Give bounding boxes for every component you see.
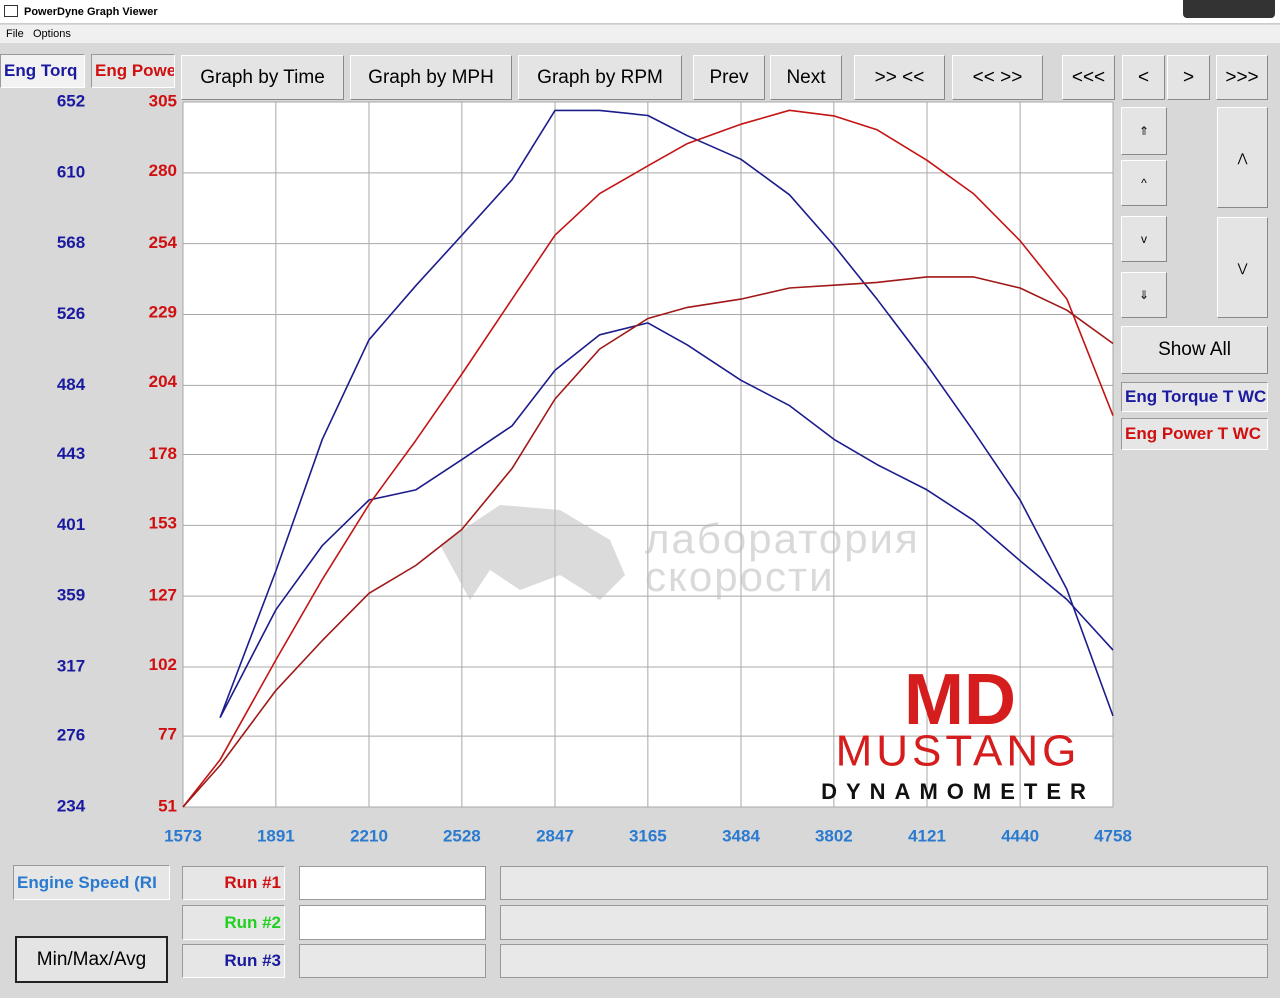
menu-item[interactable]: Options [33,28,71,40]
zoom-button[interactable]: ⋀ [1217,107,1268,208]
toolbar-button[interactable]: < [1122,55,1165,100]
x-tick-label: 2847 [536,826,574,845]
scroll-button[interactable]: ⇑ [1121,107,1167,155]
y-tick-label: 484 [57,375,86,394]
x-tick-label: 1573 [164,826,202,845]
run-label: Run #3 [182,944,285,978]
x-tick-label: 3802 [815,826,853,845]
toolbar-button[interactable]: Graph by Time [181,55,344,100]
x-tick-label: 1891 [257,826,295,845]
window-controls[interactable] [1183,0,1275,18]
y2-tick-label: 77 [158,724,177,743]
x-tick-label: 4758 [1094,826,1132,845]
y-tick-label: 401 [57,515,85,534]
run-file-field [299,944,486,978]
y-tick-label: 359 [57,586,85,605]
logo-mark: MD [904,660,1016,740]
y-tick-label: 317 [57,656,85,675]
run-file-field [299,905,486,940]
title-bar: PowerDyne Graph Viewer [0,0,1280,24]
run-file-field [299,866,486,900]
window-title: PowerDyne Graph Viewer [24,6,158,18]
watermark-text: скорости [645,553,835,600]
run-info-field [500,944,1268,978]
toolbar-button[interactable]: Prev [693,55,765,100]
legend-entry[interactable]: Eng Torque T WC [1121,382,1268,412]
menu-item[interactable]: File [6,28,24,40]
y2-tick-label: 127 [149,586,177,605]
watermark-logo [440,505,625,600]
x-tick-label: 3165 [629,826,667,845]
x-tick-label: 4440 [1001,826,1039,845]
data-line [182,109,1114,808]
zoom-button[interactable]: ⋁ [1217,217,1268,318]
toolbar-button[interactable]: << >> [952,55,1043,100]
min-max-avg-button[interactable]: Min/Max/Avg [15,936,168,983]
scroll-button[interactable]: v [1121,216,1167,262]
run-info-field [500,905,1268,940]
y2-tick-label: 51 [158,796,177,815]
x-tick-label: 2210 [350,826,388,845]
watermark: лаборатория скорости [440,505,920,600]
toolbar-button[interactable]: Graph by RPM [518,55,682,100]
y2-tick-label: 229 [149,302,177,321]
show-all-button[interactable]: Show All [1121,326,1268,374]
y-tick-label: 568 [57,233,85,252]
y2-tick-label: 153 [149,513,177,532]
logo-name: MUSTANG [836,727,1081,776]
x-tick-label: 4121 [908,826,946,845]
tab[interactable]: Eng Torq [0,54,85,88]
data-line [219,109,1114,718]
y2-tick-label: 305 [149,91,177,110]
run-label: Run #1 [182,866,285,900]
y-tick-label: 234 [57,796,86,815]
legend-entry[interactable]: Eng Power T WC [1121,418,1268,450]
y-tick-label: 443 [57,444,85,463]
logo-sub: DYNAMOMETER [821,779,1095,804]
x-tick-label: 3484 [722,826,760,845]
run-label: Run #2 [182,905,285,940]
toolbar-button[interactable]: > [1167,55,1210,100]
y-tick-label: 610 [57,162,85,181]
data-line [182,276,1114,808]
run-info-field [500,866,1268,900]
x-axis-selector[interactable]: Engine Speed (RI [13,865,170,900]
y2-tick-label: 280 [149,161,177,180]
toolbar-button[interactable]: <<< [1062,55,1115,100]
y-tick-label: 276 [57,726,85,745]
data-line [219,322,1114,718]
y2-tick-label: 178 [149,444,177,463]
toolbar-button[interactable]: >> << [854,55,945,100]
toolbar-button[interactable]: Next [770,55,842,100]
y-tick-label: 652 [57,91,85,110]
scroll-button[interactable]: ⇓ [1121,272,1167,318]
toolbar-button[interactable]: >>> [1216,55,1268,100]
watermark-text: лаборатория [645,515,920,562]
y2-tick-label: 204 [149,372,178,391]
toolbar-button[interactable]: Graph by MPH [350,55,512,100]
app-icon [4,5,18,17]
tab[interactable]: Eng Powe [91,54,175,88]
y2-tick-label: 254 [149,233,178,252]
y-tick-label: 526 [57,304,85,323]
y2-tick-label: 102 [149,655,177,674]
x-tick-label: 2528 [443,826,481,845]
menu-bar: File Options [0,25,1280,43]
scroll-button[interactable]: ^ [1121,160,1167,206]
